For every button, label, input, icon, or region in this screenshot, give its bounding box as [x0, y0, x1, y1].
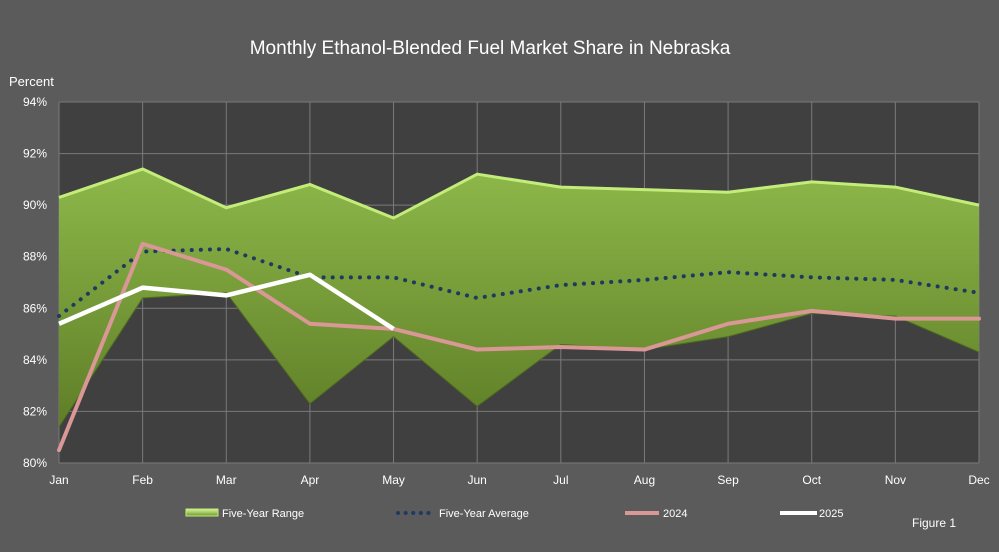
x-tick-label: Nov: [885, 473, 906, 487]
legend-label-five-year-average: Five-Year Average: [439, 508, 529, 520]
x-tick-labels: Jan Feb Mar Apr May Jun Jul Aug Sep Oct Nov Dec: [49, 473, 989, 487]
y-tick-label: 92%: [23, 147, 47, 161]
x-tick-label: Jun: [468, 473, 487, 487]
x-tick-label: Oct: [802, 473, 821, 487]
legend-item-five-year-average: Five-Year Average: [396, 508, 529, 520]
legend-item-five-year-range: Five-Year Range: [185, 508, 304, 520]
y-tick-label: 90%: [23, 198, 47, 212]
legend-label-five-year-range: Five-Year Range: [222, 508, 304, 520]
legend-label-2025: 2025: [819, 508, 843, 520]
x-tick-label: Aug: [634, 473, 655, 487]
y-tick-label: 94%: [23, 95, 47, 109]
x-tick-label: Jan: [49, 473, 68, 487]
x-tick-label: May: [382, 473, 405, 487]
x-tick-label: Jul: [553, 473, 568, 487]
range-band: [59, 169, 979, 427]
x-tick-label: Mar: [216, 473, 237, 487]
y-tick-label: 82%: [23, 404, 47, 418]
legend-label-2024: 2024: [663, 508, 687, 520]
y-tick-label: 84%: [23, 353, 47, 367]
series-lines: [57, 241, 981, 453]
range-high-edge: [58, 167, 980, 220]
legend: Five-Year Range Five-Year Average 2024 2…: [185, 508, 843, 520]
x-tick-label: Sep: [717, 473, 739, 487]
series-line-2024: [57, 241, 981, 453]
y-tick-label: 86%: [23, 301, 47, 315]
chart-title: Monthly Ethanol-Blended Fuel Market Shar…: [250, 38, 731, 59]
series-line-2025: [58, 272, 395, 331]
figure-label: Figure 1: [912, 516, 956, 530]
legend-item-2024: 2024: [625, 508, 687, 520]
x-tick-label: Apr: [301, 473, 320, 487]
y-tick-label: 88%: [23, 250, 47, 264]
y-tick-label: 80%: [23, 456, 47, 470]
legend-swatch-five-year-range: [185, 508, 219, 517]
legend-item-2025: 2025: [780, 508, 843, 520]
y-axis-label: Percent: [9, 74, 54, 89]
series-line-five-year-average: [57, 246, 981, 319]
y-tick-labels: 80% 82% 84% 86% 88% 90% 92% 94%: [23, 95, 47, 470]
x-tick-label: Dec: [968, 473, 989, 487]
x-tick-label: Feb: [132, 473, 153, 487]
